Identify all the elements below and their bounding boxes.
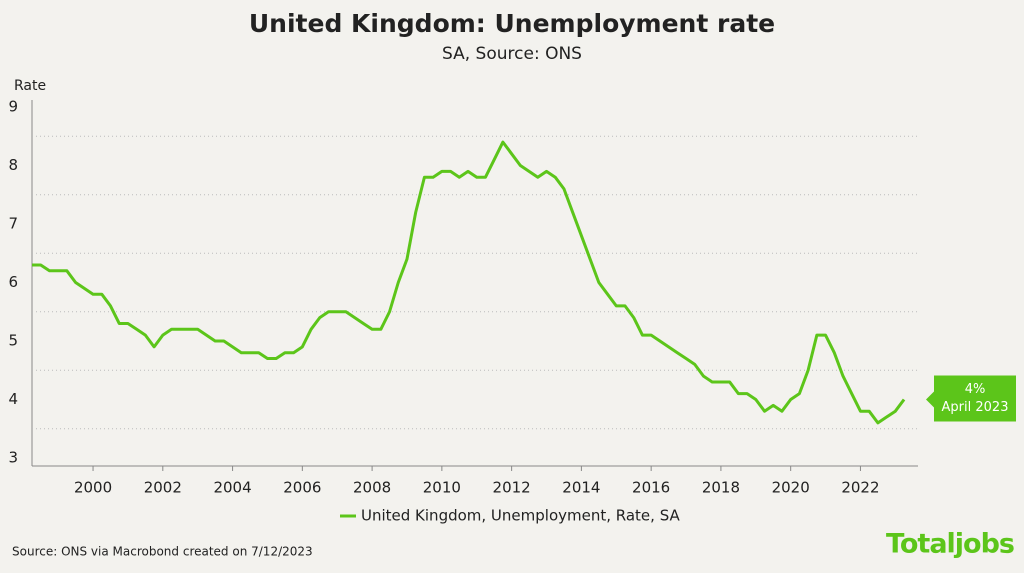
y-tick-label: 3: [8, 449, 18, 467]
y-tick-label: 9: [8, 98, 18, 116]
x-tick-label: 2012: [493, 479, 531, 497]
line: [32, 140, 906, 425]
x-tick-label: 2006: [283, 479, 321, 497]
x-tick-label: 2002: [144, 479, 182, 497]
legend-label: United Kingdom, Unemployment, Rate, SA: [361, 507, 680, 525]
x-tick-label: 2004: [213, 479, 251, 497]
chart-title: United Kingdom: Unemployment rate: [249, 9, 775, 38]
y-axis-label: Rate: [14, 78, 46, 94]
x-tick-label: 2022: [841, 479, 879, 497]
chart-subtitle: SA, Source: ONS: [442, 44, 582, 64]
y-tick-label: 8: [8, 156, 18, 174]
x-tick-label: 2018: [702, 479, 740, 497]
x-tick-label: 2008: [353, 479, 391, 497]
x-tick-label: 2000: [74, 479, 112, 497]
y-tick-label: 5: [8, 332, 18, 350]
y-tick-label: 6: [8, 273, 18, 291]
x-tick-label: 2014: [562, 479, 600, 497]
source-note: Source: ONS via Macrobond created on 7/1…: [12, 545, 313, 559]
end-label-date: April 2023: [942, 400, 1009, 415]
x-tick-label: 2010: [423, 479, 461, 497]
x-tick-label: 2016: [632, 479, 670, 497]
logo: Totaljobs: [886, 529, 1014, 560]
y-tick-label: 7: [8, 215, 18, 233]
end-label-box: [926, 375, 1016, 422]
end-label-value: 4%: [965, 382, 986, 397]
y-tick-label: 4: [8, 390, 18, 408]
x-tick-label: 2020: [772, 479, 810, 497]
